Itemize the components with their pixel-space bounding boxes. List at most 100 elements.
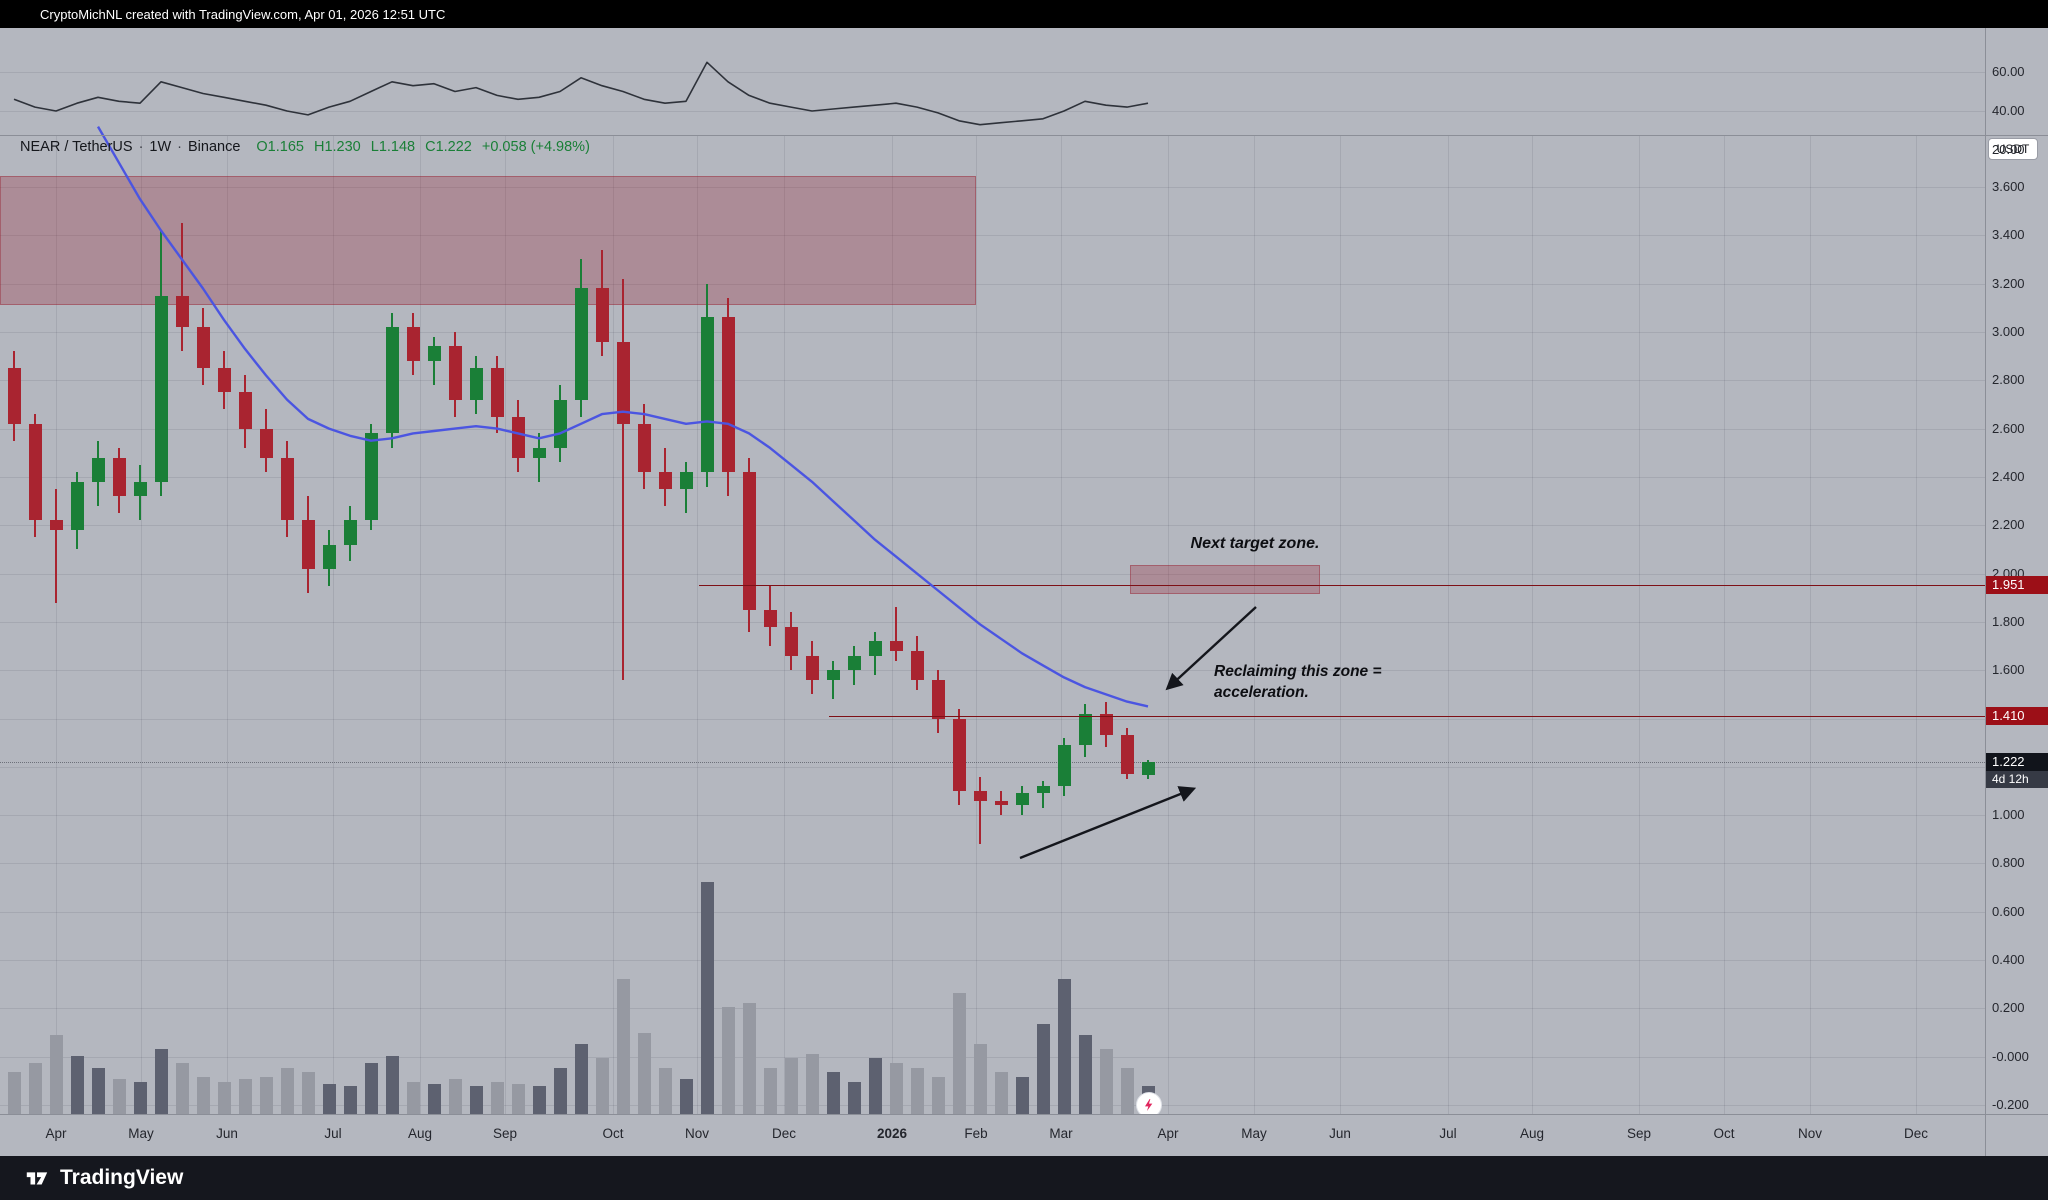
candle-body [722, 317, 735, 473]
legend-separator: · [177, 139, 182, 155]
volume-bar [617, 979, 630, 1114]
candle-body [491, 368, 504, 417]
volume-bar [197, 1076, 210, 1114]
price-gridline [0, 621, 1985, 623]
volume-bar [155, 1049, 168, 1114]
interval-label[interactable]: 1W [149, 139, 172, 155]
price-gridline [0, 1105, 1985, 1107]
candle-body [827, 670, 840, 680]
candle-body [890, 641, 903, 651]
time-axis-label: Nov [684, 1126, 710, 1141]
candle-wick [895, 607, 897, 661]
price-gridline [0, 670, 1985, 672]
volume-bar [659, 1067, 672, 1114]
price-axis-label: 1.000 [1992, 807, 2025, 823]
price-axis-label: -0.200 [1992, 1097, 2029, 1113]
price-level-line[interactable] [699, 585, 1985, 587]
volume-bar [743, 1002, 756, 1114]
candle-body [1037, 786, 1050, 794]
price-gridline [0, 766, 1985, 768]
candle-body [617, 341, 630, 424]
symbol-title[interactable]: NEAR / TetherUS [20, 139, 133, 155]
price-axis-label: 3.600 [1992, 179, 2025, 194]
candle-body [848, 655, 861, 671]
price-gridline [0, 1056, 1985, 1058]
volume-bar [344, 1086, 357, 1114]
volume-bar [827, 1072, 840, 1114]
candle-body [806, 655, 819, 680]
candle-body [323, 544, 336, 569]
volume-bar [113, 1079, 126, 1114]
candle-body [785, 626, 798, 656]
last-price-value: 1.222 [1986, 752, 2048, 771]
price-level-line[interactable] [829, 716, 1985, 718]
legend-separator: · [138, 139, 144, 155]
candle-body [281, 457, 294, 521]
candle-body [92, 457, 105, 482]
tradingview-logo-icon[interactable] [24, 1165, 50, 1191]
time-gridline [1254, 135, 1255, 1114]
time-gridline [1168, 135, 1169, 1114]
time-gridline [1810, 135, 1811, 1114]
annotation-next-target-zone[interactable]: Next target zone. [1190, 535, 1320, 552]
indicator-axis-label: 20.00 [1992, 142, 2025, 157]
candle-body [701, 317, 714, 473]
volume-bar [512, 1083, 525, 1114]
price-axis-label: 2.200 [1992, 517, 2025, 533]
candle-body [533, 447, 546, 458]
volume-bar [491, 1081, 504, 1114]
price-axis-label: 3.000 [1992, 323, 2025, 339]
volume-bar [8, 1072, 21, 1114]
volume-bar [50, 1035, 63, 1114]
exchange-label: Binance [188, 139, 241, 155]
candle-wick [979, 776, 981, 845]
time-axis-label: May [1241, 1126, 1267, 1141]
annotation-reclaiming-zone[interactable]: Reclaiming this zone = acceleration. [1214, 661, 1382, 703]
candle-body [8, 368, 21, 424]
candle-body [764, 609, 777, 627]
candle-body [134, 481, 147, 497]
candle-body [869, 641, 882, 656]
next-target-zone[interactable] [1130, 565, 1320, 595]
time-axis-label: Aug [407, 1126, 433, 1141]
price-gridline [0, 911, 1985, 913]
price-axis[interactable]: USDT 1.222 4d 12h 3.600 3.400 3.200 3.000 2.… [1986, 0, 2048, 1156]
price-axis-label: 2.400 [1992, 468, 2025, 484]
time-axis[interactable]: Apr May Jun Jul Aug Sep Oct Nov Dec 2026 Feb Mar Apr… [0, 1114, 2048, 1156]
volume-bar [722, 1007, 735, 1114]
symbol-legend: NEAR / TetherUS · 1W · Binance O1.165 H1.230 L1… [20, 139, 590, 155]
price-level-label: 1.951 [1986, 576, 2048, 595]
time-gridline [56, 135, 57, 1114]
price-axis-label: 0.800 [1992, 855, 2025, 871]
tradingview-brand[interactable]: TradingView [60, 1166, 184, 1189]
candle-body [176, 295, 189, 328]
candle-body [155, 295, 168, 482]
volume-bar [470, 1086, 483, 1114]
time-axis-label: Sep [1626, 1126, 1652, 1141]
volume-bar [995, 1072, 1008, 1114]
price-axis-label: 0.200 [1992, 1000, 2025, 1016]
candle-body [218, 368, 231, 393]
time-axis-label: Jun [216, 1126, 238, 1141]
volume-bar [575, 1044, 588, 1114]
candle-body [638, 423, 651, 473]
high-value: H1.230 [313, 139, 361, 155]
pane-separator[interactable] [0, 135, 2048, 136]
candle-body [554, 399, 567, 448]
currency-toggle-button[interactable]: USDT [1988, 138, 2038, 160]
volume-bar [134, 1081, 147, 1114]
attribution-text: CryptoMichNL created with TradingView.co… [40, 6, 446, 22]
candle-body [365, 433, 378, 521]
resistance-zone[interactable] [0, 176, 976, 306]
lightning-icon [1145, 1099, 1153, 1111]
candle-body [260, 428, 273, 458]
attribution-bar: CryptoMichNL created with TradingView.co… [0, 0, 2048, 28]
volume-bar [365, 1062, 378, 1114]
candle-body [743, 472, 756, 610]
time-gridline [1532, 135, 1533, 1114]
candle-body [575, 288, 588, 400]
time-axis-label: Mar [1049, 1126, 1073, 1141]
price-axis-label: 3.200 [1992, 275, 2025, 291]
volume-bar [596, 1058, 609, 1114]
candle-body [512, 416, 525, 458]
